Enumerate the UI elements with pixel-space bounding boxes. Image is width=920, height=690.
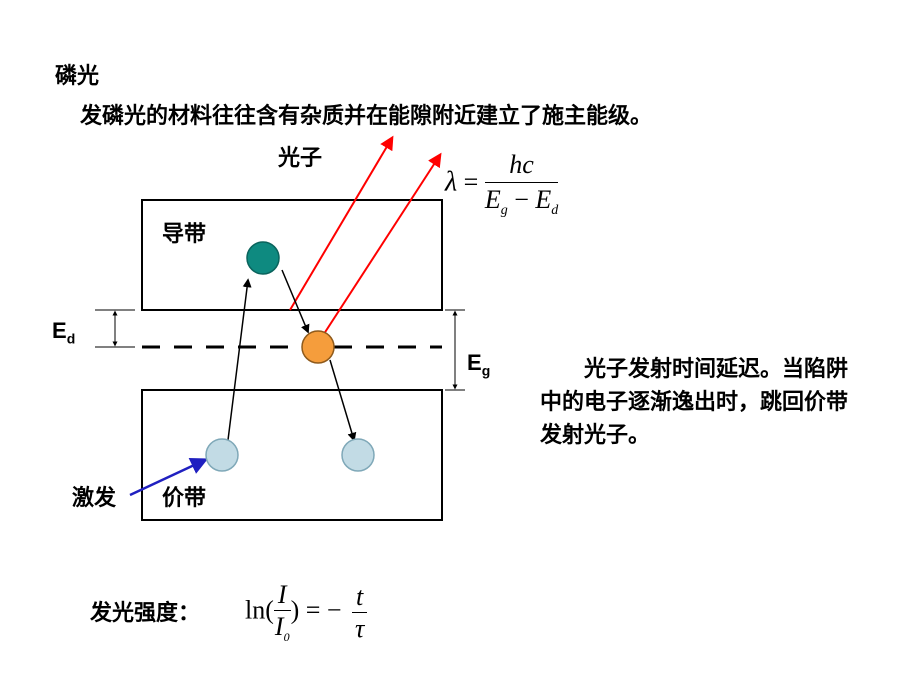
electron-trap-arrow [282,270,308,332]
electron-down-arrow [330,360,354,440]
valence-hole-left [206,439,238,471]
photon-arrow-2 [320,155,440,340]
conduction-electron [247,242,279,274]
trapped-electron [302,331,334,363]
energy-band-diagram [0,0,920,690]
photon-arrow-1 [290,138,392,310]
valence-band-box [142,390,442,520]
valence-hole-right [342,439,374,471]
electron-up-arrow [228,280,248,440]
